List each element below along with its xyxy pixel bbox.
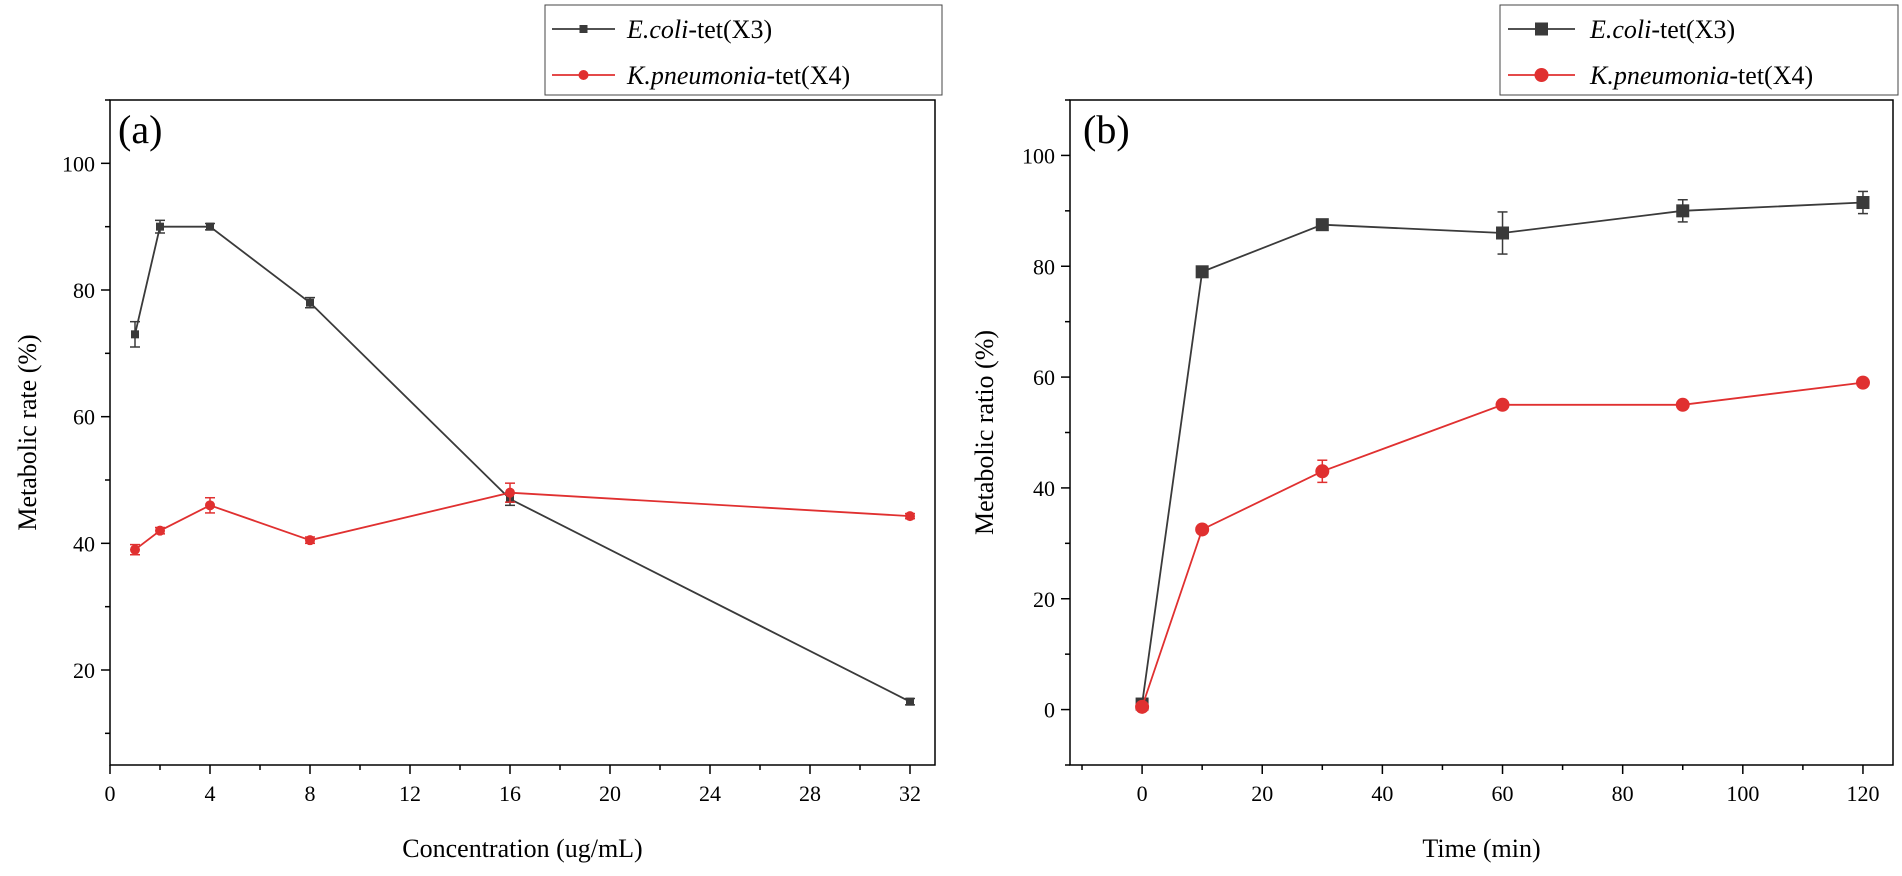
y-tick-label: 100 [62,151,95,176]
x-tick-label: 100 [1726,781,1759,806]
panel-a-chart: 0 4 8 12 16 20 24 28 32 20 40 60 80 100 Concentration … [13,4,943,863]
y-tick-label: 80 [1033,254,1055,279]
kpneumonia-data-point [1135,699,1150,714]
panel-label: (b) [1083,107,1130,152]
ecoli-data-point [306,298,314,307]
x-tick-label: 40 [1371,781,1393,806]
y-axis-title: Metabolic rate (%) [13,334,42,530]
y-tick-label: 20 [73,658,95,683]
legend-ecoli-marker [579,25,588,33]
kpneumonia-series-line [1141,381,1864,708]
x-tick-label: 120 [1846,781,1879,806]
kpneumonia-data-point [505,487,515,498]
legend-label-italic: E.coli [1589,15,1651,44]
y-axis-title: Metabolic ratio (%) [970,330,999,535]
x-tick-label: 60 [1492,781,1514,806]
x-tick-label: 20 [1251,781,1273,806]
x-axis-title: Time (min) [1422,834,1540,863]
legend-label-rest: -tet(X4) [766,61,850,90]
kpneumonia-data-point [1315,464,1330,479]
ecoli-data-point [906,697,914,706]
legend-kpneumonia-marker [1534,68,1549,82]
kpneumonia-data-point [305,535,315,546]
ecoli-data-point [1195,265,1209,279]
kpneumonia-data-point [905,511,915,522]
ecoli-data-point [131,330,139,339]
kpneumonia-series-line [134,491,911,551]
kpneumonia-data-point [155,525,165,536]
ecoli-data-point [1496,226,1510,240]
y-tick-label: 60 [1033,365,1055,390]
ecoli-data-point [1315,218,1329,232]
ecoli-data-point [1856,196,1870,210]
ecoli-data-point [1676,204,1690,218]
kpneumonia-data-point [1855,375,1870,390]
y-tick-label: 60 [73,405,95,430]
x-tick-label: 28 [799,781,821,806]
x-axis-title: Concentration (ug/mL) [402,834,642,863]
panel-label: (a) [118,107,162,152]
ecoli-data-point [206,222,214,231]
legend-ecoli-label: E.coli-tet(X3) [1589,15,1735,44]
legend-label-rest: -tet(X3) [688,15,772,44]
x-tick-label: 20 [599,781,621,806]
legend-box [1499,4,1899,96]
legend-label-rest: -tet(X4) [1729,61,1813,90]
legend-kpneumonia-label: K.pneumonia-tet(X4) [626,61,850,90]
kpneumonia-data-point [1495,397,1510,412]
legend-ecoli-marker [1535,22,1548,36]
kpneumonia-data-point [1675,397,1690,412]
x-tick-label: 16 [499,781,521,806]
legend-label-italic: E.coli [626,15,688,44]
kpneumonia-data-point [130,544,140,555]
x-tick-label: 0 [1137,781,1148,806]
y-tick-label: 0 [1044,698,1055,723]
ecoli-series-line [134,225,911,703]
plot-frame [109,99,936,766]
x-tick-label: 32 [899,781,921,806]
x-tick-label: 80 [1612,781,1634,806]
kpneumonia-data-point [205,500,215,511]
y-tick-label: 80 [73,278,95,303]
legend-ecoli-label: E.coli-tet(X3) [626,15,772,44]
legend-label-italic: K.pneumonia [1589,61,1729,90]
legend-label-rest: -tet(X3) [1651,15,1735,44]
kpneumonia-data-point [1195,522,1210,537]
x-tick-label: 4 [205,781,216,806]
legend-label-italic: K.pneumonia [626,61,766,90]
legend-box [544,4,943,96]
y-tick-label: 40 [73,531,95,556]
x-tick-label: 0 [105,781,116,806]
y-tick-label: 20 [1033,587,1055,612]
legend-kpneumonia-label: K.pneumonia-tet(X4) [1589,61,1813,90]
x-tick-label: 12 [399,781,421,806]
x-tick-label: 24 [699,781,721,806]
y-tick-label: 40 [1033,476,1055,501]
ecoli-data-point [156,222,164,231]
ecoli-series-line [1141,201,1864,705]
y-tick-label: 100 [1022,143,1055,168]
panel-b-chart: 0 20 40 60 80 100 120 0 20 40 60 80 100 Time (min) Met… [970,4,1899,863]
legend-kpneumonia-marker [578,70,589,80]
x-tick-label: 8 [305,781,316,806]
plot-frame [1069,99,1894,766]
